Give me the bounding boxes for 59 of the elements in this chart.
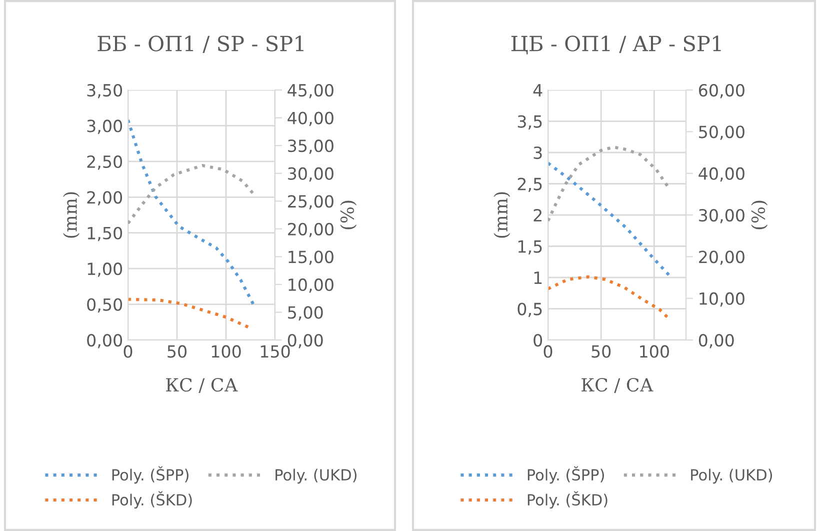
y-tick-label: 1,5 — [518, 240, 542, 255]
y-tick-label: 3,5 — [518, 115, 542, 130]
y-tick-label: 2,50 — [87, 155, 122, 170]
y2-tick-label: 20,00 — [288, 222, 334, 238]
y2-tick-label: 10,00 — [288, 278, 334, 293]
y2-axis-title: (%) — [751, 200, 768, 230]
line-series — [548, 162, 672, 278]
y-tick-label: 4 — [533, 84, 542, 96]
y2-tick-label: 15,00 — [288, 250, 334, 265]
y-tick-label: 0,50 — [87, 298, 122, 313]
y2-tick-label: 35,00 — [288, 140, 334, 154]
y2-tick-label: 30,00 — [288, 167, 334, 182]
x-tick-label: 100 — [640, 345, 669, 358]
y2-tick-label: 25,00 — [288, 195, 334, 210]
y-tick-label: 2 — [534, 208, 542, 222]
x-tick-label: 50 — [168, 345, 186, 358]
y2-tick-label: 60,00 — [698, 84, 744, 98]
legend-label: Poly. (UKD) — [691, 468, 772, 484]
y-tick-label: 0,00 — [87, 334, 122, 348]
y-tick-label: 2,00 — [87, 191, 122, 206]
y-tick-label: 0 — [534, 334, 542, 347]
chart-title: ББ - ОП1 / SP - SP1 — [98, 36, 304, 54]
y2-tick-label: 50,00 — [699, 126, 744, 140]
y2-tick-label: 10,00 — [700, 292, 744, 307]
x-tick-label: 0 — [124, 345, 132, 358]
legend-label: Poly. (ŠPP) — [528, 466, 604, 484]
x-tick-label: 100 — [212, 345, 241, 358]
x-tick-label: 50 — [592, 345, 611, 358]
y-tick-label: 1,00 — [88, 262, 122, 277]
legend-label: Poly. (UKD) — [276, 468, 356, 484]
legend-label: Poly. (ŠKD) — [112, 491, 192, 509]
x-tick-label: 150 — [260, 345, 290, 358]
y2-tick-label: 40,00 — [698, 167, 744, 182]
chart-title: ЦБ - ОП1 / AP - SP1 — [511, 36, 721, 54]
y-tick-label: 0,5 — [518, 302, 542, 318]
x-axis-title: КС / СА — [166, 378, 238, 394]
y-tick-label: 1,50 — [88, 226, 122, 242]
y-tick-label: 3,00 — [87, 120, 122, 134]
y2-axis-title: (%) — [340, 200, 357, 230]
y-axis-title: (mm) — [63, 192, 80, 238]
y2-tick-label: 40,00 — [288, 112, 334, 126]
y-tick-label: 1 — [534, 272, 542, 284]
y2-tick-label: 0,00 — [698, 334, 734, 348]
line-series — [548, 146, 671, 222]
y-axis-title: (mm) — [494, 192, 510, 238]
y2-tick-label: 30,00 — [699, 208, 744, 224]
y2-tick-label: 0,00 — [288, 334, 323, 348]
y2-tick-label: 20,00 — [699, 250, 744, 265]
x-axis-title: КС / СА — [582, 378, 654, 394]
y2-tick-label: 45,00 — [288, 84, 334, 98]
y-tick-label: 3 — [534, 146, 542, 160]
y-tick-label: 2,5 — [518, 178, 542, 192]
y2-tick-label: 5,00 — [288, 306, 323, 320]
y-tick-label: 3,50 — [87, 84, 122, 98]
legend-label: Poly. (ŠPP) — [112, 466, 188, 484]
line-series — [548, 275, 671, 320]
x-tick-label: 0 — [544, 345, 552, 358]
legend-label: Poly. (ŠKD) — [528, 491, 608, 509]
line-series — [128, 164, 255, 225]
